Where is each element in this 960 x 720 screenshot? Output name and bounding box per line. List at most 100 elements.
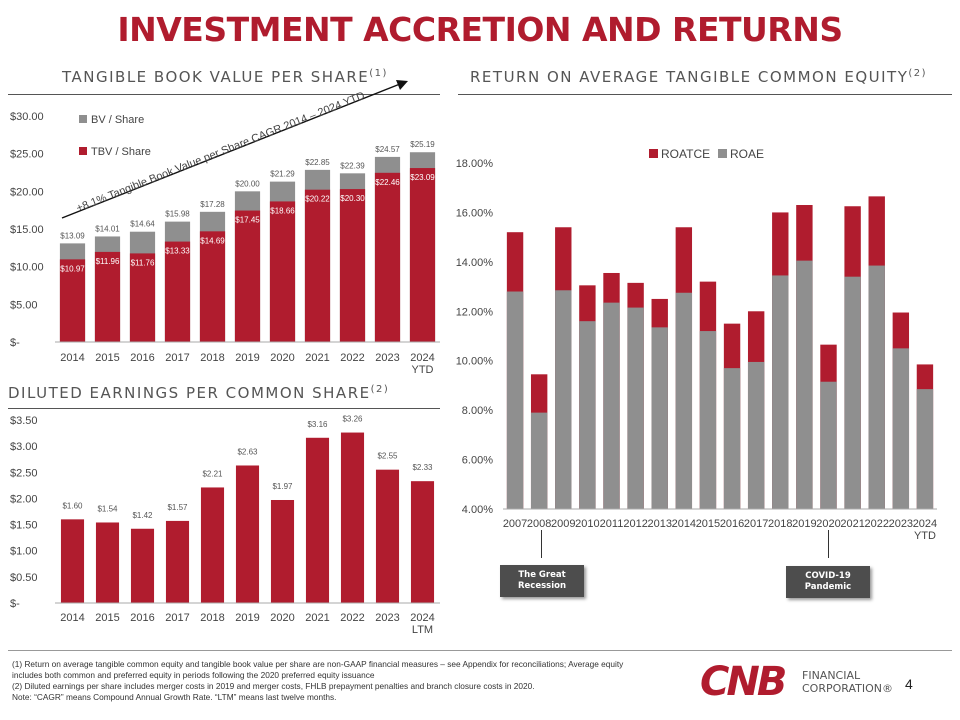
logo-line1: FINANCIAL <box>802 669 861 682</box>
roae-legend-swatch <box>718 149 727 158</box>
roatce-title-text: RETURN ON AVERAGE TANGIBLE COMMON EQUITY <box>470 68 909 86</box>
tbv-category-label: 2015 <box>95 352 119 364</box>
tbv-tbv-bar <box>129 253 156 342</box>
tbv-tbv-bar <box>269 201 296 342</box>
tbv-tbv-data-label: $20.30 <box>340 194 365 203</box>
eps-bar <box>200 487 225 603</box>
cagr-arrow-head <box>396 80 408 90</box>
cnb-logo: CNB FINANCIAL CORPORATION® <box>700 660 893 704</box>
footnote-1: (1) Return on average tangible common eq… <box>12 659 624 680</box>
tbv-tbv-bar <box>409 168 436 342</box>
tbv-ytick-label: $5.00 <box>10 299 38 311</box>
roatce-ytick-label: 4.00% <box>462 504 493 516</box>
eps-bar <box>410 481 435 603</box>
tbv-legend-bv-swatch <box>79 115 87 123</box>
roae-bar <box>892 348 910 509</box>
eps-bar <box>340 432 365 603</box>
tbv-bv-data-label: $21.29 <box>270 170 295 179</box>
eps-ytick-label: $0.50 <box>10 572 38 584</box>
tbv-category-label: 2016 <box>130 352 154 364</box>
roatce-category-label: 2017 <box>744 518 768 530</box>
tbv-bv-data-label: $14.64 <box>130 220 155 229</box>
eps-bar <box>165 520 190 603</box>
logo-line2: CORPORATION® <box>802 682 893 695</box>
roatce-category-label: 2024 YTD <box>913 518 937 542</box>
eps-category-label: 2024 LTM <box>410 612 434 636</box>
eps-data-label: $2.33 <box>412 463 433 472</box>
eps-ytick-label: $1.00 <box>10 546 38 558</box>
roatce-category-label: 2023 <box>889 518 913 530</box>
eps-title-text: DILUTED EARNINGS PER COMMON SHARE <box>8 384 371 402</box>
roatce-ytick-label: 16.00% <box>456 207 494 219</box>
eps-category-label: 2017 <box>165 612 189 624</box>
eps-section-title: DILUTED EARNINGS PER COMMON SHARE(2) <box>8 384 389 402</box>
roae-bar <box>579 321 596 509</box>
roatce-category-label: 2020 <box>816 518 840 530</box>
tbv-bv-data-label: $25.19 <box>410 140 435 149</box>
roatce-category-label: 2019 <box>792 518 816 530</box>
tbv-legend-tbv-swatch <box>79 147 87 155</box>
tbv-tbv-bar <box>339 189 366 342</box>
logo-text: FINANCIAL CORPORATION® <box>802 669 893 695</box>
tbv-bv-data-label: $24.57 <box>375 145 400 154</box>
tbv-bv-data-label: $22.85 <box>305 158 330 167</box>
eps-ytick-label: $3.50 <box>10 415 38 427</box>
eps-bar <box>375 469 400 603</box>
tbv-category-label: 2021 <box>305 352 329 364</box>
eps-bar <box>305 437 330 603</box>
eps-category-label: 2018 <box>200 612 224 624</box>
eps-data-label: $1.57 <box>167 503 188 512</box>
roatce-ytick-label: 8.00% <box>462 405 493 417</box>
roatce-category-label: 2011 <box>600 518 624 530</box>
eps-category-label: 2016 <box>130 612 154 624</box>
roatce-category-label: 2022 <box>864 518 888 530</box>
roatce-category-label: 2010 <box>575 518 599 530</box>
eps-bar <box>130 528 155 603</box>
roatce-section-title: RETURN ON AVERAGE TANGIBLE COMMON EQUITY… <box>470 68 927 86</box>
roatce-category-label: 2021 <box>840 518 864 530</box>
tbv-tbv-data-label: $10.97 <box>60 264 85 273</box>
tbv-bv-data-label: $20.00 <box>235 179 260 188</box>
eps-title-rule <box>8 408 440 409</box>
eps-category-label: 2021 <box>305 612 329 624</box>
tbv-category-label: 2018 <box>200 352 224 364</box>
roatce-category-label: 2016 <box>720 518 744 530</box>
roatce-category-label: 2012 <box>623 518 647 530</box>
tbv-tbv-data-label: $11.76 <box>131 258 155 267</box>
roae-bar <box>555 290 572 509</box>
tbv-tbv-bar <box>59 259 86 342</box>
eps-bar <box>235 465 260 603</box>
roatce-ytick-label: 12.00% <box>456 306 494 318</box>
roae-bar <box>627 307 644 509</box>
tbv-tbv-data-label: $22.46 <box>375 178 400 187</box>
tbv-category-label: 2024 YTD <box>410 352 434 376</box>
footer-rule <box>8 650 952 651</box>
roae-bar <box>916 389 934 509</box>
eps-data-label: $1.97 <box>272 482 293 491</box>
tbv-category-label: 2014 <box>60 352 84 364</box>
tbv-bv-data-label: $17.28 <box>200 200 225 209</box>
tbv-tbv-data-label: $13.33 <box>165 247 190 256</box>
eps-category-label: 2014 <box>60 612 84 624</box>
roae-legend-label: ROAE <box>730 147 764 161</box>
eps-data-label: $2.63 <box>237 447 258 456</box>
eps-data-label: $1.42 <box>132 511 153 520</box>
eps-data-label: $2.55 <box>377 452 398 461</box>
roatce-ytick-label: 6.00% <box>462 455 493 467</box>
roae-bar <box>844 276 861 509</box>
eps-bar <box>60 519 85 603</box>
roatce-ytick-label: 18.00% <box>456 158 494 170</box>
tbv-title-sup: (1) <box>369 68 388 79</box>
tbv-bv-data-label: $15.98 <box>165 210 190 219</box>
roatce-ytick-label: 14.00% <box>456 257 494 269</box>
roatce-ytick-label: 10.00% <box>456 356 494 368</box>
roatce-category-label: 2008 <box>527 518 551 530</box>
covid-callout: COVID-19 Pandemic <box>786 566 870 598</box>
tbv-ytick-label: $15.00 <box>10 224 44 236</box>
eps-category-label: 2023 <box>375 612 399 624</box>
footnote-2: (2) Diluted earnings per share includes … <box>12 681 535 691</box>
tbv-bv-data-label: $22.39 <box>340 161 365 170</box>
tbv-category-label: 2019 <box>235 352 259 364</box>
tbv-legend-tbv-label: TBV / Share <box>91 146 151 158</box>
